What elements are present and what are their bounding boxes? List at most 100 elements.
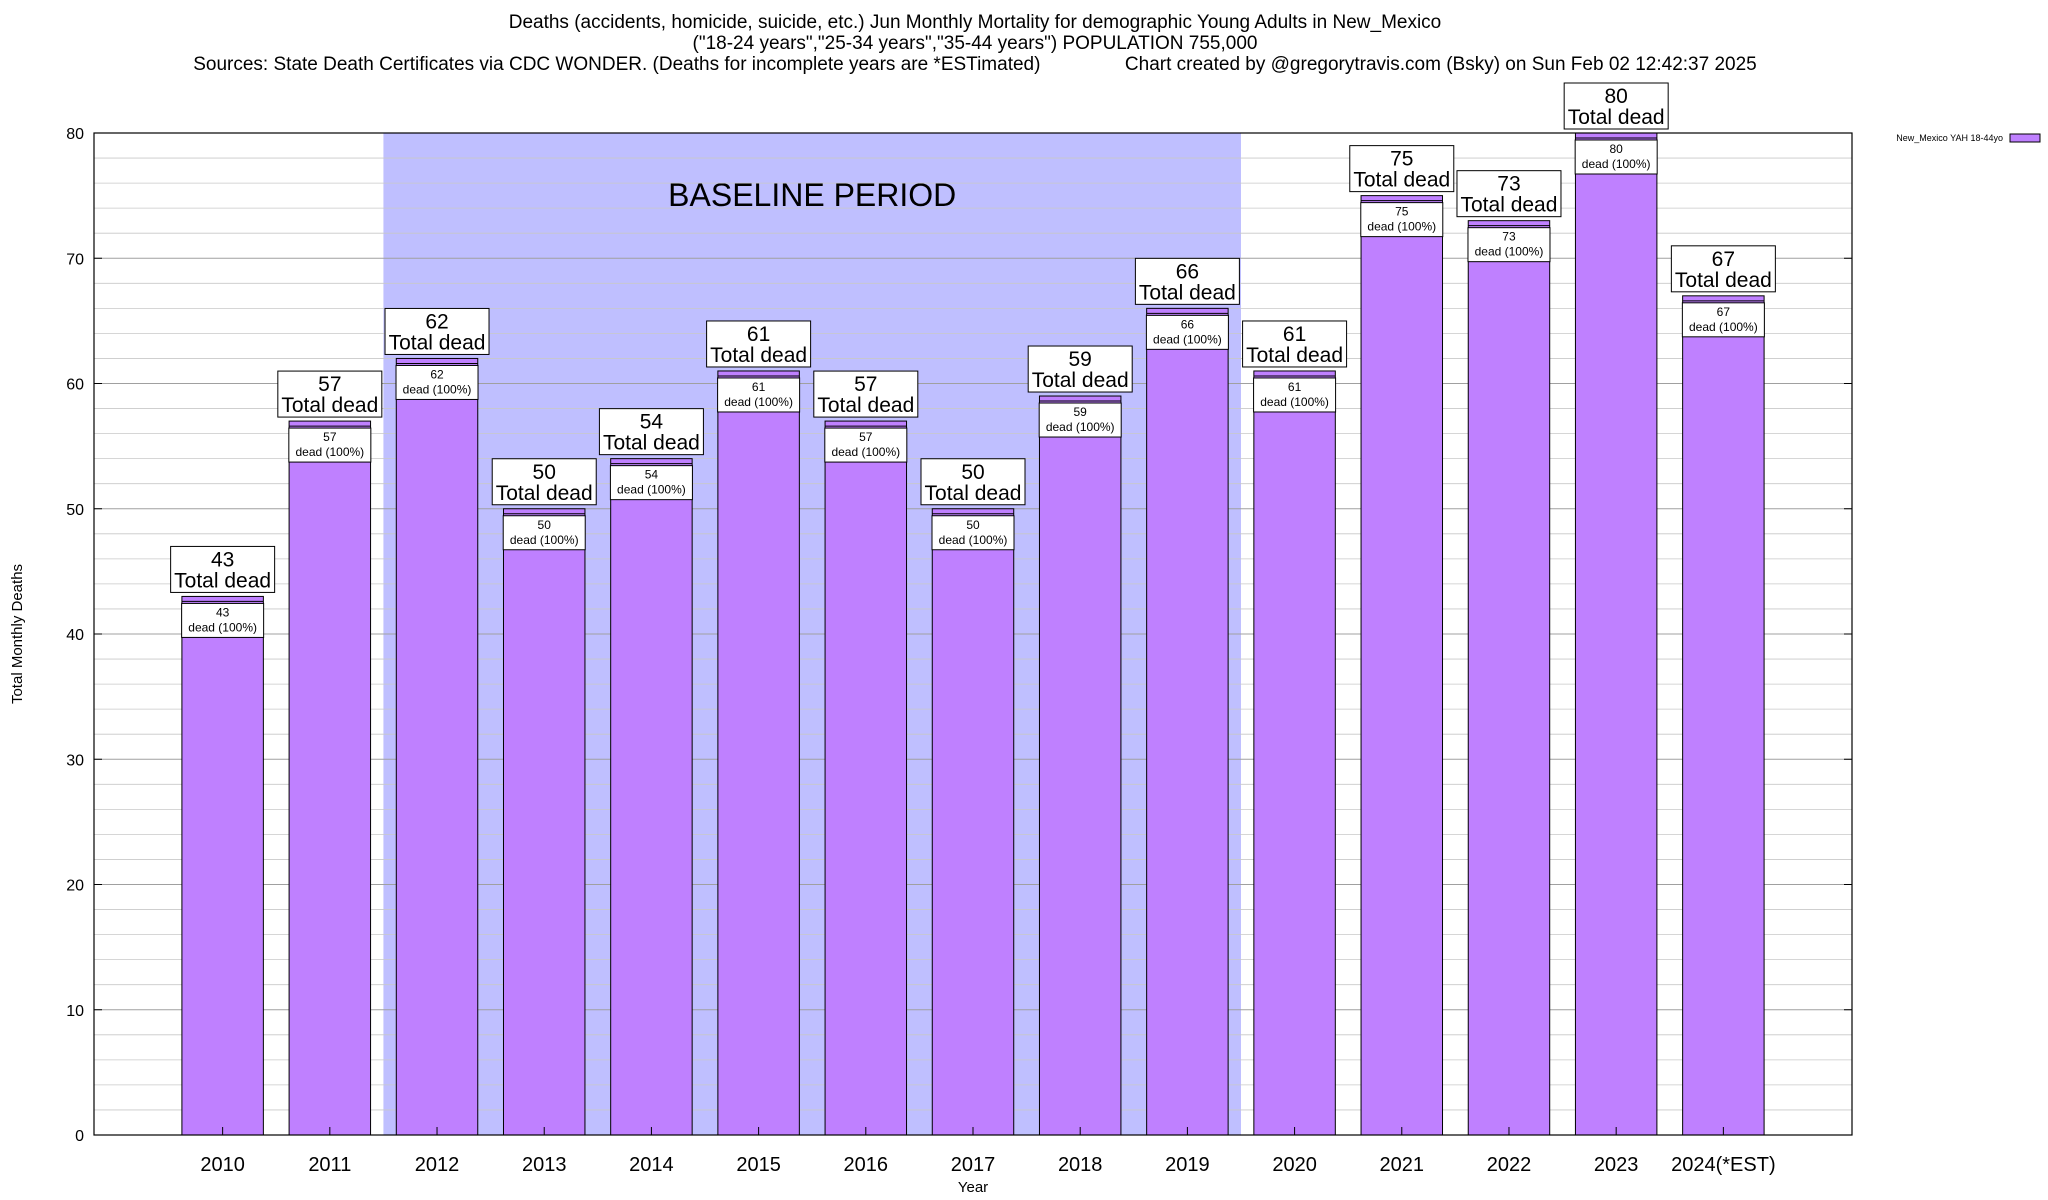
- total-label-value: 57: [854, 373, 877, 396]
- y-tick-label: 0: [75, 1128, 84, 1145]
- y-tick-label: 70: [66, 251, 84, 268]
- total-label-box: [813, 370, 919, 418]
- total-label-value: 75: [1390, 148, 1413, 171]
- total-label-value: 61: [747, 323, 770, 346]
- inner-label-box: [717, 377, 801, 413]
- total-label-value: 57: [318, 373, 341, 396]
- x-tick-label: 2022: [1487, 1154, 1532, 1176]
- x-tick-label: 2017: [951, 1154, 996, 1176]
- x-tick-label: 2023: [1594, 1154, 1639, 1176]
- inner-label-text: dead (100%): [188, 620, 257, 634]
- x-tick-label: 2010: [200, 1154, 245, 1176]
- inner-label-text: dead (100%): [617, 483, 686, 497]
- inner-label-text: dead (100%): [1153, 332, 1222, 346]
- y-tick-label: 80: [66, 126, 84, 143]
- total-label-box: [1027, 345, 1133, 393]
- x-tick-label: 2015: [736, 1154, 781, 1176]
- x-tick-label: 2018: [1058, 1154, 1103, 1176]
- chart-source: Sources: State Death Certificates via CD…: [193, 54, 1041, 75]
- chart-subtitle: ("18-24 years","25-34 years","35-44 year…: [692, 33, 1258, 54]
- inner-label-box: [609, 465, 693, 501]
- inner-label-value: 62: [430, 367, 444, 381]
- legend: New_Mexico YAH 18-44yo: [1896, 133, 2041, 143]
- total-label-value: 50: [533, 461, 556, 484]
- x-tick-label: 2019: [1165, 1154, 1210, 1176]
- chart-credit: Chart created by @gregorytravis.com (Bsk…: [1124, 54, 1757, 75]
- total-label-text: Total dead: [817, 394, 914, 417]
- inner-label-value: 54: [645, 468, 659, 482]
- y-tick-label: 60: [66, 377, 84, 394]
- total-label-box: [920, 458, 1026, 506]
- bar: [1574, 132, 1658, 1136]
- inner-label-value: 43: [216, 605, 230, 619]
- inner-label-text: dead (100%): [510, 533, 579, 547]
- y-tick-label: 40: [66, 627, 84, 644]
- inner-label-value: 57: [859, 430, 873, 444]
- inner-label-box: [1038, 402, 1122, 438]
- total-label-value: 66: [1176, 260, 1199, 283]
- inner-label-box: [288, 427, 372, 463]
- total-label-text: Total dead: [1353, 169, 1450, 192]
- inner-label-value: 73: [1502, 230, 1516, 244]
- total-label-value: 43: [211, 548, 234, 571]
- total-label-text: Total dead: [496, 482, 593, 505]
- bar: [824, 420, 908, 1136]
- total-label-box: [598, 408, 704, 456]
- inner-label-box: [395, 364, 479, 400]
- inner-label-value: 61: [752, 380, 766, 394]
- axes-group: 0 10 20 30 40 50 60 70 80 2010 2011 2012 2013 2014 201…: [66, 126, 1853, 1176]
- total-label-value: 59: [1069, 348, 1092, 371]
- total-label-value: 80: [1604, 85, 1627, 108]
- y-tick-label: 50: [66, 502, 84, 519]
- y-axis-title: Total Monthly Deaths: [9, 564, 26, 704]
- total-label-box: [1349, 145, 1455, 193]
- bar: [717, 370, 800, 1136]
- total-label-text: Total dead: [1675, 269, 1772, 292]
- inner-label-text: dead (100%): [1046, 420, 1115, 434]
- inner-label-value: 80: [1609, 142, 1623, 156]
- total-label-text: Total dead: [1246, 344, 1343, 367]
- total-label-text: Total dead: [1568, 106, 1665, 129]
- x-tick-label: 2011: [308, 1154, 351, 1176]
- inner-label-value: 66: [1181, 317, 1195, 331]
- inner-label-text: dead (100%): [724, 395, 793, 409]
- inner-label-text: dead (100%): [831, 445, 900, 459]
- y-tick-label: 30: [66, 752, 84, 769]
- total-label-box: [170, 545, 276, 593]
- total-label-text: Total dead: [925, 482, 1022, 505]
- inner-label-box: [1681, 302, 1765, 338]
- bar: [395, 357, 479, 1136]
- inner-label-text: dead (100%): [939, 533, 1008, 547]
- inner-label-box: [502, 515, 586, 551]
- bar: [1682, 295, 1765, 1136]
- x-tick-label: 2013: [522, 1154, 567, 1176]
- bar: [181, 595, 264, 1136]
- legend-swatch: [2009, 133, 2041, 143]
- y-tick-label: 20: [66, 878, 84, 895]
- total-label-text: Total dead: [389, 331, 486, 354]
- total-label-box: [706, 320, 812, 368]
- total-label-value: 62: [425, 310, 448, 333]
- inner-label-box: [181, 602, 265, 638]
- inner-label-text: dead (100%): [1582, 157, 1651, 171]
- x-tick-label: 2014: [629, 1154, 674, 1176]
- total-label-box: [1670, 245, 1776, 293]
- total-label-box: [1242, 320, 1348, 368]
- inner-label-box: [1360, 202, 1444, 238]
- bar: [1038, 395, 1122, 1136]
- total-label-value: 61: [1283, 323, 1306, 346]
- inner-label-box: [824, 427, 908, 463]
- total-label-box: [1563, 82, 1669, 130]
- inner-label-value: 67: [1717, 305, 1731, 319]
- bar: [1360, 195, 1444, 1136]
- total-label-value: 50: [961, 461, 984, 484]
- inner-label-value: 75: [1395, 205, 1409, 219]
- total-label-value: 54: [640, 411, 664, 434]
- inner-label-text: dead (100%): [1367, 220, 1436, 234]
- chart-title: Deaths (accidents, homicide, suicide, et…: [508, 12, 1442, 33]
- inner-label-text: dead (100%): [295, 445, 364, 459]
- bar: [931, 508, 1015, 1136]
- total-label-text: Total dead: [281, 394, 378, 417]
- inner-label-box: [1145, 314, 1229, 350]
